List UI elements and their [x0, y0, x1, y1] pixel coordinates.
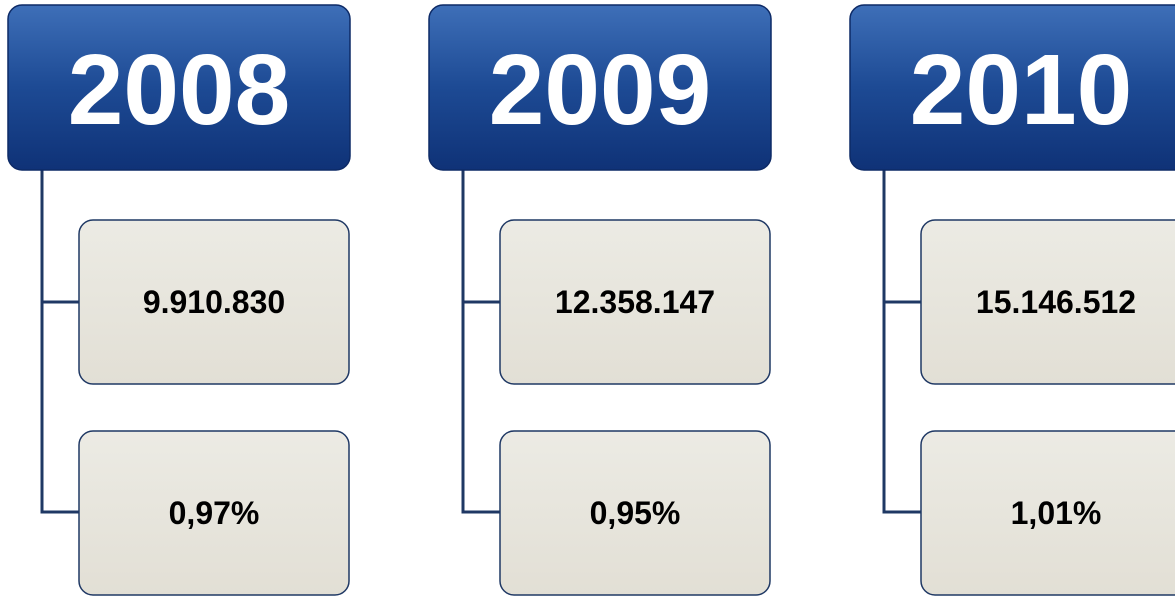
year-box	[7, 4, 351, 171]
share-box	[920, 430, 1175, 596]
connector	[882, 168, 922, 514]
value-box	[78, 219, 350, 385]
share-box	[78, 430, 350, 596]
column: 2009 12.358.147 0,95%	[428, 4, 772, 596]
share-label: 0,97%	[169, 495, 260, 531]
value-box	[499, 219, 771, 385]
year-label: 2010	[910, 34, 1132, 146]
year-box	[428, 4, 772, 171]
connector	[461, 168, 501, 514]
year-label: 2008	[68, 34, 290, 146]
value-label: 15.146.512	[976, 284, 1136, 320]
value-box	[920, 219, 1175, 385]
share-label: 1,01%	[1011, 495, 1102, 531]
column: 2010 15.146.512 1,01%	[849, 4, 1175, 596]
share-label: 0,95%	[590, 495, 681, 531]
share-box	[499, 430, 771, 596]
year-label: 2009	[489, 34, 711, 146]
column: 2008 9.910.830 0,97%	[7, 4, 351, 596]
year-box	[849, 4, 1175, 171]
value-label: 12.358.147	[555, 284, 715, 320]
value-label: 9.910.830	[143, 284, 285, 320]
connector	[40, 168, 80, 514]
